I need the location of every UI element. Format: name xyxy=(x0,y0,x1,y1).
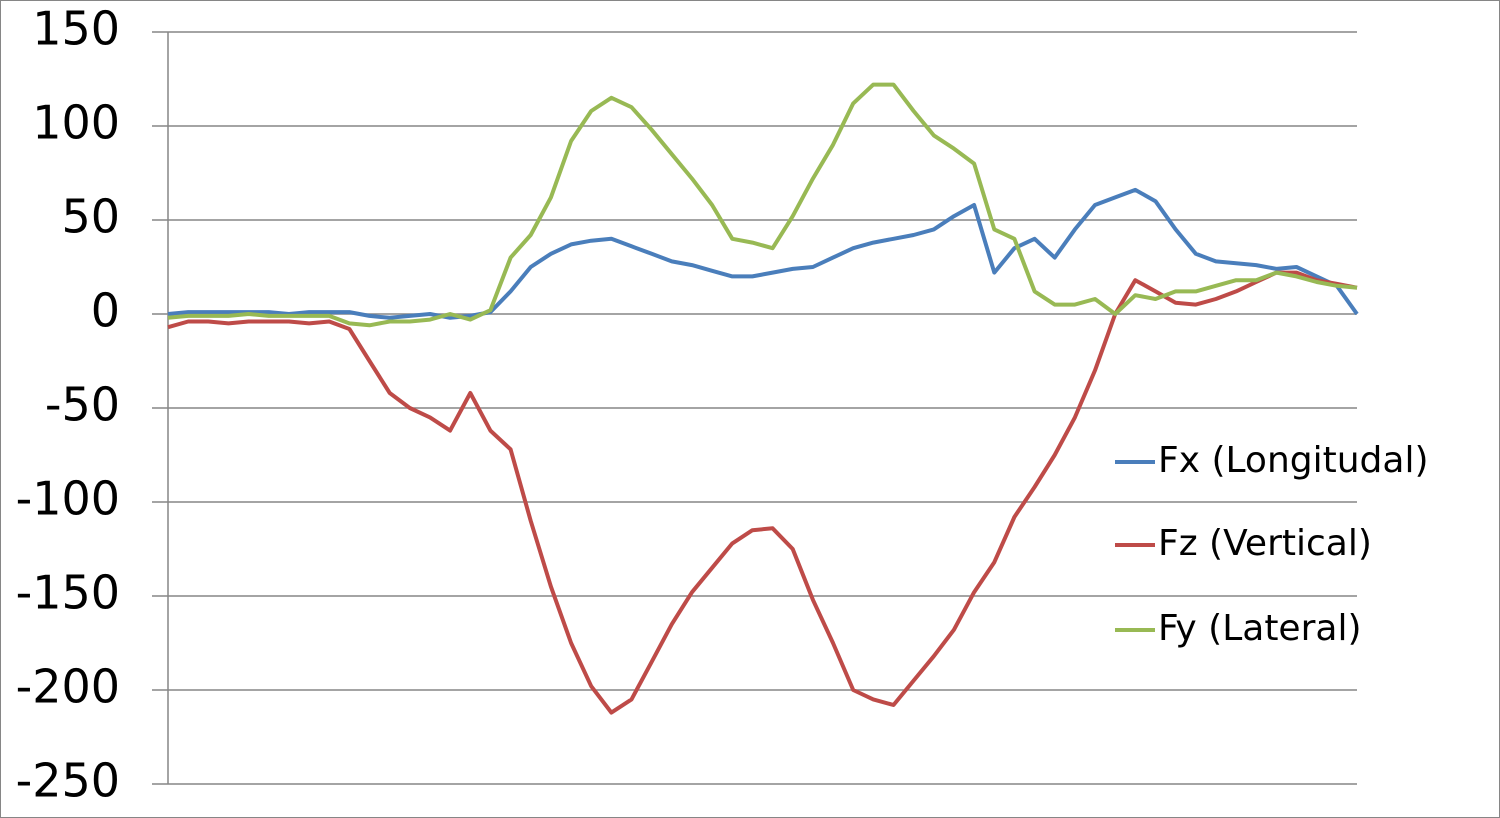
y-tick-label: 100 xyxy=(32,96,120,150)
y-tick-label: -200 xyxy=(16,660,120,714)
y-tick-label: -50 xyxy=(45,378,120,432)
y-tick-label: -150 xyxy=(16,566,120,620)
y-tick-label: -250 xyxy=(16,754,120,808)
y-tick-label: 150 xyxy=(32,2,120,56)
series-line xyxy=(167,187,1359,320)
y-tick-label: 0 xyxy=(91,284,120,338)
legend-label: Fz (Vertical) xyxy=(1158,523,1372,564)
legend-label: Fy (Lateral) xyxy=(1158,608,1361,649)
y-tick-label: 50 xyxy=(61,190,120,244)
series-line xyxy=(167,82,1358,328)
series-line xyxy=(167,270,1358,715)
y-tick-label: -100 xyxy=(16,472,120,526)
legend-label: Fx (Longitudal) xyxy=(1158,440,1429,481)
